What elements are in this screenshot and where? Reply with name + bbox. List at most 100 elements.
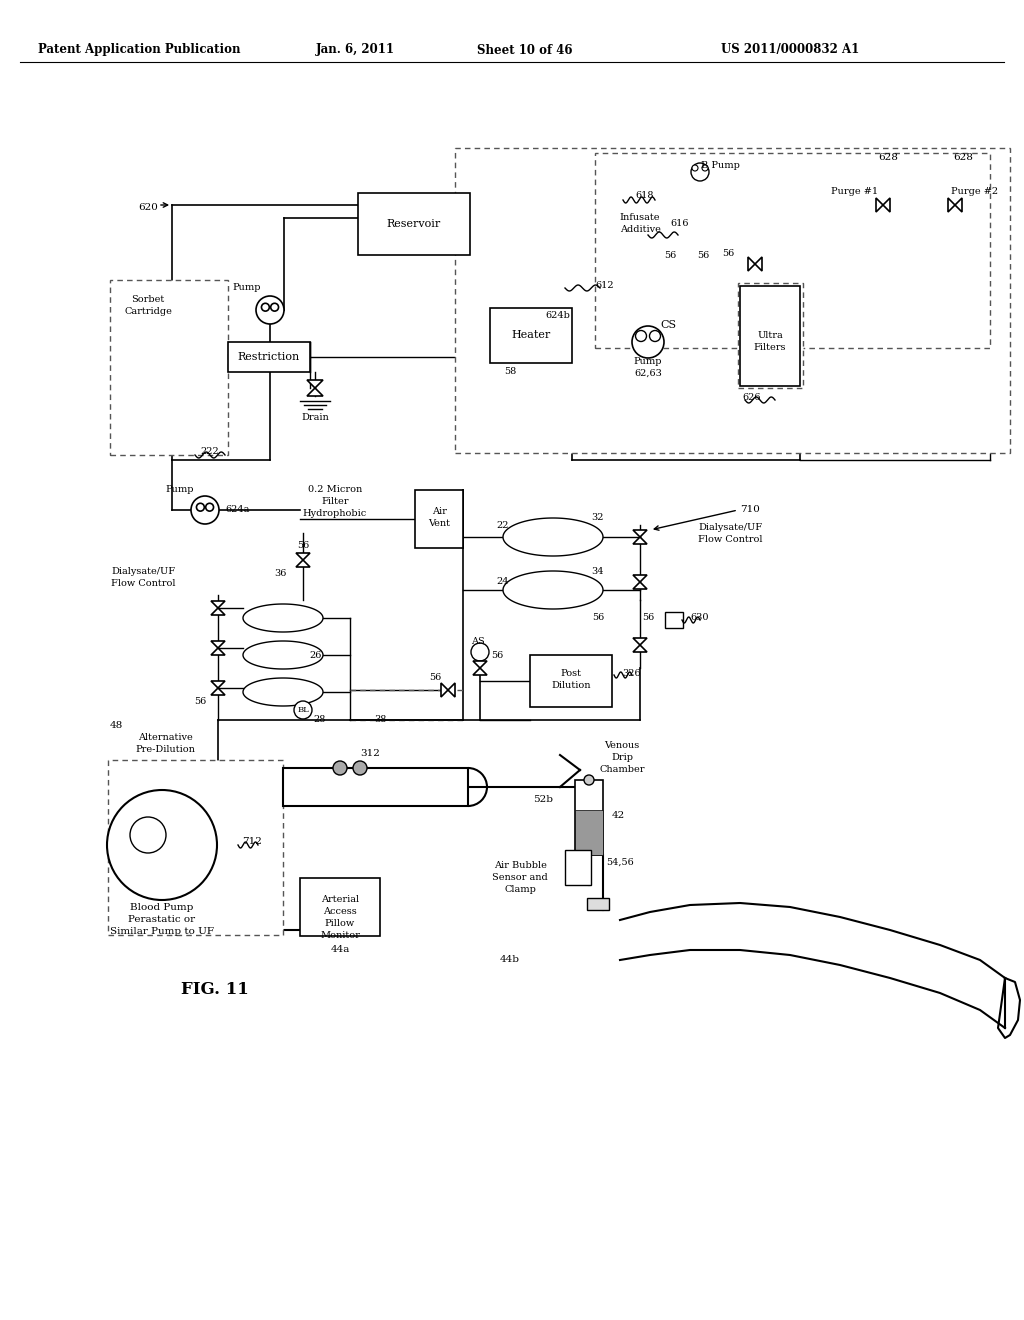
Text: 44a: 44a xyxy=(331,945,349,954)
Bar xyxy=(110,280,228,455)
Polygon shape xyxy=(449,682,455,697)
Polygon shape xyxy=(211,609,225,615)
Text: Filter: Filter xyxy=(322,498,349,507)
Polygon shape xyxy=(473,661,487,668)
Text: Purge #2: Purge #2 xyxy=(951,187,998,197)
Bar xyxy=(738,282,803,388)
Text: Filters: Filters xyxy=(754,343,786,352)
Text: Pump: Pump xyxy=(166,486,195,495)
Text: 312: 312 xyxy=(360,748,380,758)
Text: 28: 28 xyxy=(313,715,327,725)
Text: 618: 618 xyxy=(636,191,654,201)
Text: Similar Pump to UF: Similar Pump to UF xyxy=(110,928,214,936)
Text: Hydrophobic: Hydrophobic xyxy=(303,510,368,519)
Polygon shape xyxy=(473,668,487,675)
Polygon shape xyxy=(948,198,955,213)
Text: Dialysate/UF: Dialysate/UF xyxy=(698,524,762,532)
Text: 56: 56 xyxy=(297,540,309,549)
Text: 628: 628 xyxy=(878,153,898,162)
Text: 38: 38 xyxy=(374,715,386,725)
Text: 44b: 44b xyxy=(500,956,520,965)
Text: 624a: 624a xyxy=(226,506,250,515)
Polygon shape xyxy=(211,688,225,696)
Polygon shape xyxy=(441,682,449,697)
Text: FIG. 11: FIG. 11 xyxy=(181,982,249,998)
Polygon shape xyxy=(503,572,603,609)
Text: Monitor: Monitor xyxy=(321,931,360,940)
Text: 26: 26 xyxy=(310,651,323,660)
Text: Cartridge: Cartridge xyxy=(124,306,172,315)
Text: B Pump: B Pump xyxy=(700,161,739,169)
Polygon shape xyxy=(243,678,323,706)
Bar xyxy=(490,308,572,363)
Circle shape xyxy=(206,503,214,511)
Bar xyxy=(530,655,612,708)
Polygon shape xyxy=(211,642,225,648)
Circle shape xyxy=(191,496,219,524)
Bar xyxy=(565,850,591,884)
Text: 62,63: 62,63 xyxy=(634,368,662,378)
Text: 624b: 624b xyxy=(546,312,570,321)
Text: 0.2 Micron: 0.2 Micron xyxy=(308,486,362,495)
Text: Venous: Venous xyxy=(604,741,640,750)
Text: 56: 56 xyxy=(642,614,654,623)
Text: Sorbet: Sorbet xyxy=(131,296,165,305)
Circle shape xyxy=(130,817,166,853)
Text: 710: 710 xyxy=(740,506,760,515)
Bar xyxy=(587,898,609,909)
Circle shape xyxy=(333,762,347,775)
Circle shape xyxy=(649,330,660,342)
Text: 326: 326 xyxy=(623,669,641,678)
Text: Flow Control: Flow Control xyxy=(111,579,175,589)
Text: 48: 48 xyxy=(110,721,123,730)
Polygon shape xyxy=(243,605,323,632)
Polygon shape xyxy=(211,601,225,609)
Text: 56: 56 xyxy=(429,673,441,682)
Text: Drip: Drip xyxy=(611,752,633,762)
Text: Chamber: Chamber xyxy=(599,764,645,774)
Text: 616: 616 xyxy=(671,219,689,228)
Text: Blood Pump: Blood Pump xyxy=(130,903,194,912)
Polygon shape xyxy=(503,517,603,556)
Text: Infusate: Infusate xyxy=(620,214,660,223)
Polygon shape xyxy=(883,198,890,213)
Circle shape xyxy=(270,304,279,312)
Text: 628: 628 xyxy=(953,153,973,162)
Text: US 2011/0000832 A1: US 2011/0000832 A1 xyxy=(721,44,859,57)
Polygon shape xyxy=(211,681,225,688)
Text: Restriction: Restriction xyxy=(238,352,300,362)
Text: 32: 32 xyxy=(592,513,604,523)
Text: 36: 36 xyxy=(273,569,286,578)
Bar xyxy=(740,286,800,385)
Circle shape xyxy=(256,296,284,323)
Text: 22: 22 xyxy=(497,520,509,529)
Text: Jan. 6, 2011: Jan. 6, 2011 xyxy=(315,44,394,57)
Polygon shape xyxy=(633,576,647,582)
Text: Flow Control: Flow Control xyxy=(697,536,762,544)
Text: 54,56: 54,56 xyxy=(606,858,634,866)
Polygon shape xyxy=(633,638,647,645)
Text: 56: 56 xyxy=(697,252,710,260)
Text: 58: 58 xyxy=(504,367,516,376)
Text: 42: 42 xyxy=(611,810,625,820)
Text: Post: Post xyxy=(560,669,582,678)
Circle shape xyxy=(691,162,709,181)
Polygon shape xyxy=(755,257,762,271)
Polygon shape xyxy=(748,257,755,271)
Text: Alternative: Alternative xyxy=(137,734,193,742)
Text: Reservoir: Reservoir xyxy=(387,219,441,228)
Text: 612: 612 xyxy=(596,281,614,289)
Circle shape xyxy=(261,304,269,312)
Bar xyxy=(665,612,683,628)
Text: Patent Application Publication: Patent Application Publication xyxy=(38,44,241,57)
Polygon shape xyxy=(876,198,883,213)
Polygon shape xyxy=(307,380,323,388)
Text: AS: AS xyxy=(471,638,485,647)
Text: 24: 24 xyxy=(497,578,509,586)
Text: 56: 56 xyxy=(194,697,206,706)
Polygon shape xyxy=(633,537,647,544)
Text: Dialysate/UF: Dialysate/UF xyxy=(111,568,175,577)
Bar xyxy=(108,760,283,935)
Text: Heater: Heater xyxy=(511,330,551,341)
Text: Sheet 10 of 46: Sheet 10 of 46 xyxy=(477,44,572,57)
